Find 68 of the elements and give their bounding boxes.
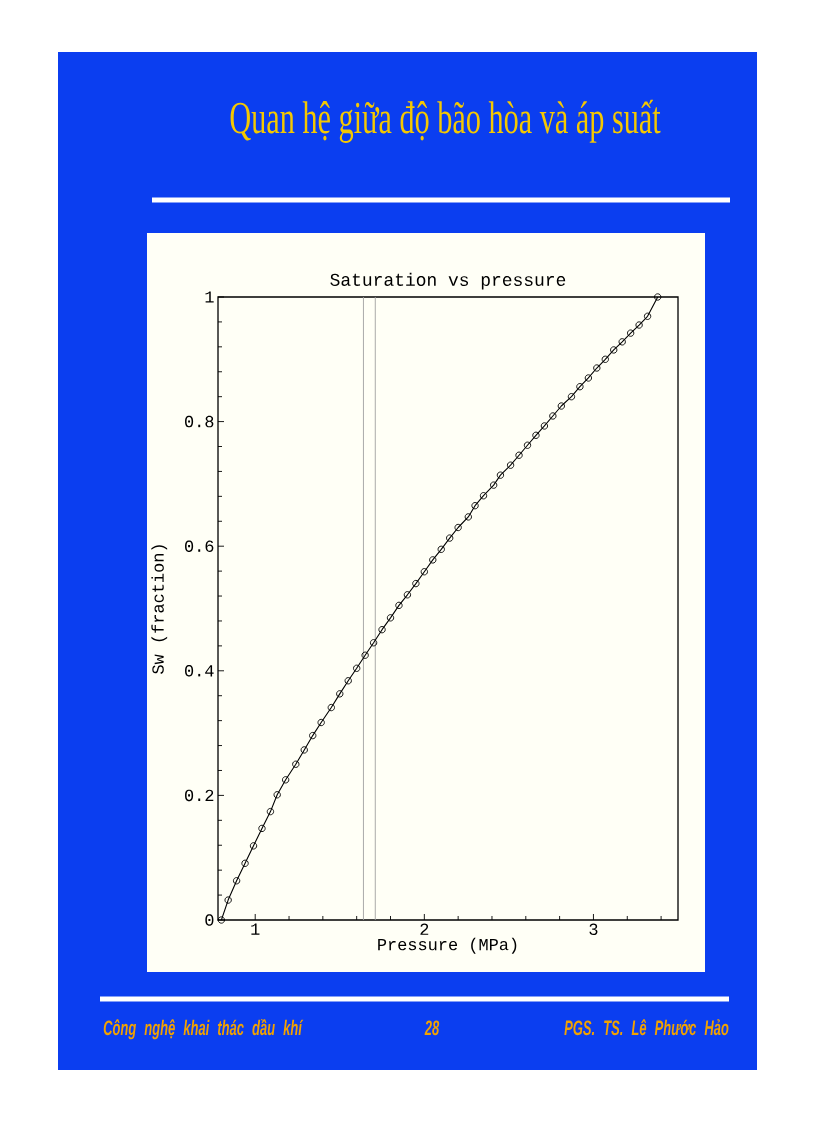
- point: [479, 492, 488, 500]
- point: [593, 364, 601, 372]
- point: [429, 556, 437, 564]
- chart-title: Quan hệ giữa độ bão hòa và áp suất: [230, 99, 661, 143]
- x-tick-label: 2: [420, 923, 429, 935]
- point: [241, 859, 249, 867]
- point: [403, 591, 412, 599]
- point: [515, 451, 523, 459]
- x-tick-label: 3: [589, 923, 598, 936]
- point: [567, 393, 576, 401]
- point: [266, 807, 275, 816]
- point: [344, 677, 352, 685]
- point: [249, 842, 258, 850]
- point: [282, 776, 290, 784]
- y-tick-label: 0.4: [185, 665, 214, 677]
- point: [369, 639, 378, 647]
- point: [557, 402, 565, 410]
- point: [576, 383, 584, 391]
- y-axis-title: Sw (fraction): [151, 545, 168, 674]
- point: [353, 664, 361, 672]
- y-tick-label: 0.2: [185, 789, 214, 802]
- point: [217, 916, 226, 924]
- point: [532, 431, 540, 439]
- y-tick-label: 1: [205, 291, 214, 303]
- point: [446, 534, 454, 542]
- point: [258, 824, 266, 833]
- point: [506, 461, 515, 469]
- point: [464, 513, 472, 521]
- text: PGS. TS. Lê Phước Hảo: [564, 1019, 729, 1036]
- point: [300, 746, 308, 754]
- point: [437, 545, 445, 553]
- y-tick-label: 0.8: [185, 415, 214, 428]
- point: [273, 791, 281, 799]
- point: [317, 718, 325, 727]
- point: [471, 502, 479, 510]
- y-tick-label: 0: [205, 914, 214, 926]
- point: [232, 877, 241, 885]
- point: [309, 731, 317, 740]
- point: [412, 579, 420, 588]
- point: [654, 293, 662, 301]
- point: [584, 374, 593, 382]
- text: 28: [424, 1020, 440, 1036]
- y-tick-label: 0.6: [185, 540, 214, 552]
- point: [496, 471, 505, 479]
- x-axis-title: Pressure (MPa): [378, 937, 517, 954]
- point: [224, 896, 232, 904]
- point: [386, 614, 395, 622]
- point: [454, 523, 462, 532]
- point: [490, 481, 498, 489]
- point: [549, 412, 557, 420]
- point: [540, 422, 549, 430]
- point: [361, 651, 369, 659]
- point: [327, 703, 335, 712]
- point: [635, 321, 643, 329]
- point: [292, 760, 300, 768]
- point: [523, 441, 532, 449]
- point: [601, 355, 609, 363]
- x-tick-label: 1: [251, 923, 260, 935]
- text: Công nghệ khai thác dầu khí: [103, 1018, 304, 1040]
- point: [378, 626, 386, 634]
- point: [420, 568, 428, 576]
- point: [336, 690, 344, 698]
- point: [610, 346, 618, 354]
- point: [618, 338, 626, 346]
- chart-subtitle: Saturation vs pressure: [330, 272, 566, 290]
- point: [395, 601, 403, 610]
- point: [643, 312, 652, 320]
- point: [627, 329, 635, 337]
